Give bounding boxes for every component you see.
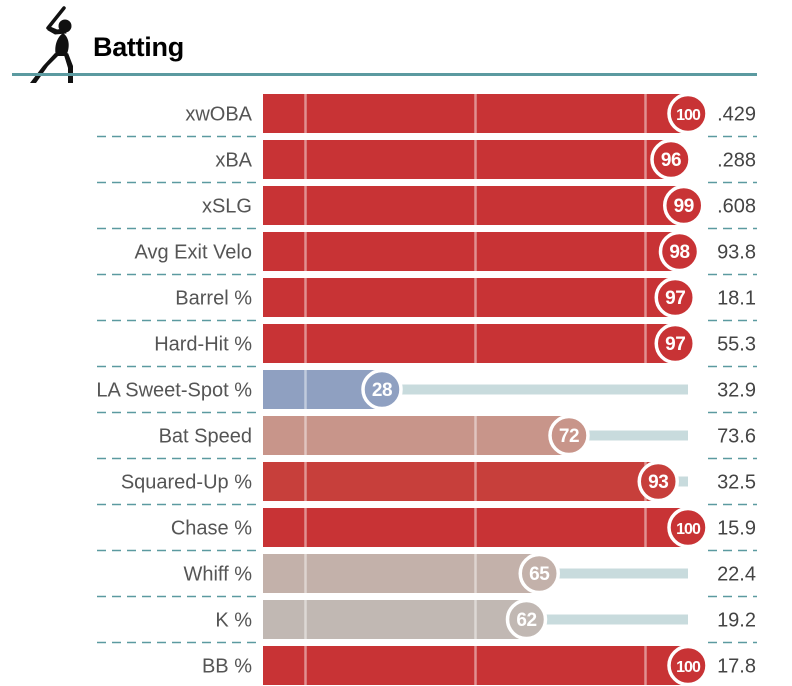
percentile-bubble xyxy=(361,368,403,411)
section-title: Batting xyxy=(93,32,184,62)
stat-label: Whiff % xyxy=(183,564,252,586)
stat-label: xBA xyxy=(215,150,252,172)
percentile-bubble xyxy=(667,644,709,686)
percentile-bar xyxy=(263,94,688,133)
stat-label: xwOBA xyxy=(185,104,252,126)
percentile-bubble xyxy=(663,184,705,227)
percentile-rank-label: 99 xyxy=(674,196,694,217)
percentile-bubble xyxy=(658,230,701,273)
percentile-rank-label: 98 xyxy=(669,242,689,263)
percentile-bubble xyxy=(654,322,696,365)
stat-label: Squared-Up % xyxy=(121,472,252,494)
percentile-bubble xyxy=(505,598,548,641)
stat-value: 32.9 xyxy=(717,380,756,402)
percentile-rank-label: 28 xyxy=(372,380,392,401)
percentile-bar xyxy=(263,646,688,685)
stat-value: 55.3 xyxy=(717,334,756,356)
stat-value: .288 xyxy=(717,150,756,172)
percentile-rank-label: 96 xyxy=(661,150,681,171)
percentile-bubble xyxy=(637,460,679,503)
percentile-rank-label: 65 xyxy=(529,564,550,585)
stat-value: .608 xyxy=(717,196,756,218)
percentile-bubble xyxy=(667,92,709,135)
percentile-rank-label: 93 xyxy=(648,472,668,493)
percentile-rank-label: 97 xyxy=(665,288,685,309)
percentile-rank-label: 72 xyxy=(559,426,579,447)
percentile-bar xyxy=(263,186,684,225)
stat-value: 15.9 xyxy=(717,518,756,540)
stat-label: Avg Exit Velo xyxy=(135,242,252,264)
header-divider xyxy=(12,73,757,76)
stat-label: xSLG xyxy=(202,196,252,218)
percentile-track xyxy=(539,568,688,579)
percentile-track xyxy=(526,614,688,625)
percentile-track xyxy=(382,384,688,395)
percentile-bubble xyxy=(518,552,560,595)
percentile-bubble xyxy=(667,506,709,549)
percentile-bar xyxy=(263,554,540,593)
percentile-rank-label: 97 xyxy=(665,334,685,355)
percentile-bar xyxy=(263,508,688,547)
percentile-bar xyxy=(263,140,671,179)
percentile-rank-label: 100 xyxy=(676,521,701,538)
percentile-bar xyxy=(263,278,676,317)
percentile-bar xyxy=(263,232,680,271)
stat-label: BB % xyxy=(202,656,252,678)
stat-label: LA Sweet-Spot % xyxy=(96,380,252,402)
percentile-rank-label: 62 xyxy=(516,610,536,631)
percentile-track xyxy=(569,430,688,441)
stat-label: K % xyxy=(215,610,252,632)
stat-value: 32.5 xyxy=(717,472,756,494)
percentile-bubble xyxy=(548,414,590,457)
stat-value: .429 xyxy=(717,104,756,126)
percentile-bar xyxy=(263,324,676,363)
percentile-rank-label: 100 xyxy=(676,107,701,124)
stat-label: Bat Speed xyxy=(159,426,252,448)
stat-label: Barrel % xyxy=(175,288,252,310)
percentile-bar xyxy=(263,416,569,455)
percentile-bar xyxy=(263,462,659,501)
percentile-bar xyxy=(263,600,527,639)
stat-value: 93.8 xyxy=(717,242,756,264)
stat-value: 19.2 xyxy=(717,610,756,632)
stat-label: Chase % xyxy=(171,518,252,540)
stat-label: Hard-Hit % xyxy=(154,334,252,356)
percentile-bubble xyxy=(654,276,696,319)
stat-value: 18.1 xyxy=(717,288,756,310)
stat-value: 17.8 xyxy=(717,656,756,678)
stat-value: 22.4 xyxy=(717,564,756,586)
percentile-rank-label: 100 xyxy=(676,659,701,676)
percentile-bubble xyxy=(650,138,692,181)
stat-value: 73.6 xyxy=(717,426,756,448)
